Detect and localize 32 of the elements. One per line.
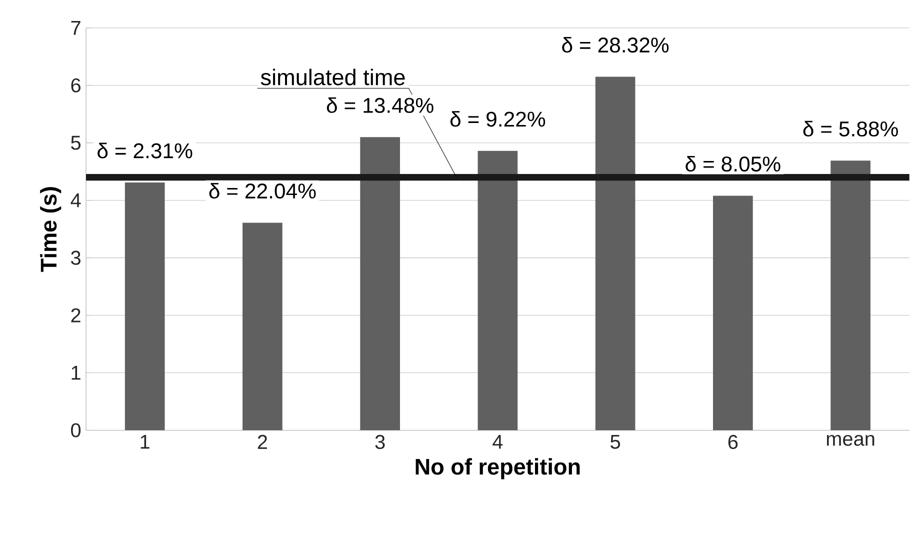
x-tick-label: 3: [375, 435, 385, 450]
annotation: δ = 28.32%: [562, 37, 669, 53]
y-tick-label: 4: [70, 194, 81, 208]
bar: [713, 196, 753, 430]
ref-line-label: simulated time: [260, 68, 405, 86]
y-tick-label: 2: [71, 308, 80, 322]
x-tick-label: 4: [492, 435, 503, 449]
annotation: δ = 9.22%: [450, 111, 546, 127]
bar: [830, 160, 870, 430]
bar: [595, 76, 636, 430]
annotation: δ = 5.88%: [803, 120, 898, 137]
bar: [242, 222, 282, 430]
annotation: δ = 13.48%: [326, 97, 434, 114]
x-tick-label: 2: [258, 435, 267, 449]
y-axis-title: Time (s): [40, 187, 62, 272]
annotation: δ = 2.31%: [98, 142, 192, 158]
x-axis-title: No of repetition: [416, 458, 580, 480]
y-tick-label: 6: [71, 78, 80, 92]
x-tick-label: 5: [610, 435, 620, 449]
annotation: δ = 22.04%: [209, 183, 316, 199]
y-tick-label: 3: [71, 250, 80, 265]
y-tick-label: 7: [71, 21, 80, 35]
x-tick-label: 6: [728, 435, 738, 450]
bar: [478, 150, 518, 430]
x-tick-label: 1: [140, 435, 150, 449]
y-tick-label: 5: [71, 136, 81, 150]
bar: [360, 137, 400, 430]
x-tick-label: mean: [826, 435, 874, 446]
annotation: δ = 8.05%: [686, 156, 780, 172]
y-tick-label: 1: [72, 366, 80, 380]
y-tick-label: 0: [71, 423, 81, 438]
bar: [124, 182, 165, 430]
